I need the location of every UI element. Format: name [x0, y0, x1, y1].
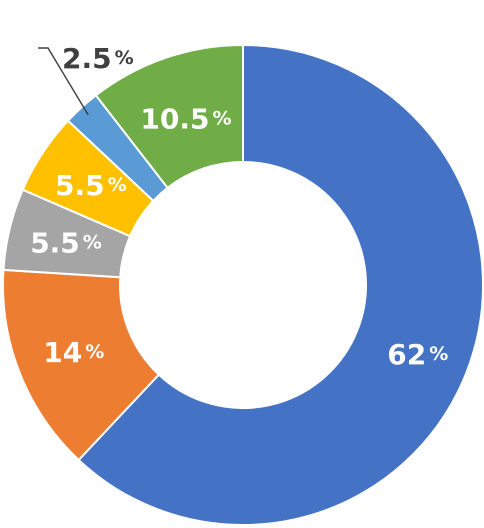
data-label-unit: %	[115, 47, 134, 69]
data-label-2: 14%	[43, 335, 104, 368]
data-label-value: 2.5	[62, 42, 112, 75]
donut-slices	[2, 43, 484, 526]
data-label-value: 5.5	[55, 169, 105, 202]
data-label-unit: %	[429, 343, 448, 365]
donut-slice-6	[94, 43, 244, 190]
data-label-1: 62%	[387, 338, 448, 371]
donut-slice-1	[77, 43, 484, 526]
data-label-value: 62	[387, 338, 426, 371]
data-label-unit: %	[213, 107, 232, 129]
data-labels: 62 %14 %5.5 %5.5 %2.5 %10.5%	[30, 42, 448, 371]
data-label-value: 5.5	[30, 226, 80, 259]
data-label-4: 5.5%	[55, 169, 127, 202]
leader-line-5	[38, 47, 89, 116]
data-label-value: 14	[43, 335, 82, 368]
data-label-3: 5.5%	[30, 226, 102, 259]
data-label-unit: %	[85, 341, 104, 363]
data-label-value: 10.5	[140, 102, 209, 135]
data-label-6: 10.5%	[140, 102, 231, 135]
data-label-unit: %	[83, 232, 102, 254]
data-label-unit: %	[108, 174, 127, 196]
donut-slice-2	[2, 268, 161, 462]
data-label-5: 2.5%	[62, 42, 134, 75]
leader-lines	[38, 47, 89, 116]
